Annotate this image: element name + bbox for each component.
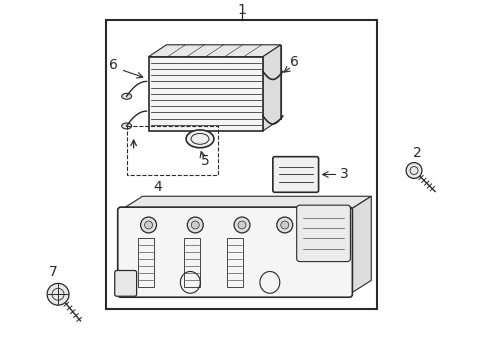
- Polygon shape: [263, 45, 281, 131]
- Text: 3: 3: [340, 167, 349, 181]
- FancyBboxPatch shape: [115, 270, 137, 296]
- Circle shape: [145, 221, 152, 229]
- Circle shape: [406, 163, 422, 179]
- Bar: [227, 238, 243, 287]
- Circle shape: [191, 221, 199, 229]
- Text: 4: 4: [153, 180, 162, 194]
- Polygon shape: [148, 45, 281, 57]
- Polygon shape: [349, 196, 371, 294]
- Circle shape: [238, 221, 246, 229]
- Bar: [106, 20, 377, 309]
- Ellipse shape: [186, 130, 214, 148]
- Ellipse shape: [122, 123, 132, 129]
- Text: 1: 1: [237, 3, 246, 17]
- FancyBboxPatch shape: [273, 157, 318, 192]
- Text: 6: 6: [290, 55, 299, 69]
- Text: 7: 7: [49, 265, 57, 279]
- Bar: [127, 126, 218, 175]
- Bar: [138, 238, 153, 287]
- Text: 6: 6: [109, 58, 118, 72]
- Circle shape: [141, 217, 156, 233]
- Circle shape: [47, 283, 69, 305]
- FancyBboxPatch shape: [118, 207, 352, 297]
- Text: 5: 5: [200, 154, 209, 168]
- Circle shape: [234, 217, 250, 233]
- Bar: [148, 57, 263, 131]
- Bar: [184, 238, 200, 287]
- FancyBboxPatch shape: [297, 205, 350, 262]
- Text: 2: 2: [413, 146, 421, 160]
- Ellipse shape: [122, 93, 132, 99]
- Circle shape: [187, 217, 203, 233]
- Polygon shape: [121, 196, 371, 210]
- Circle shape: [277, 217, 293, 233]
- Polygon shape: [167, 45, 281, 119]
- Circle shape: [281, 221, 289, 229]
